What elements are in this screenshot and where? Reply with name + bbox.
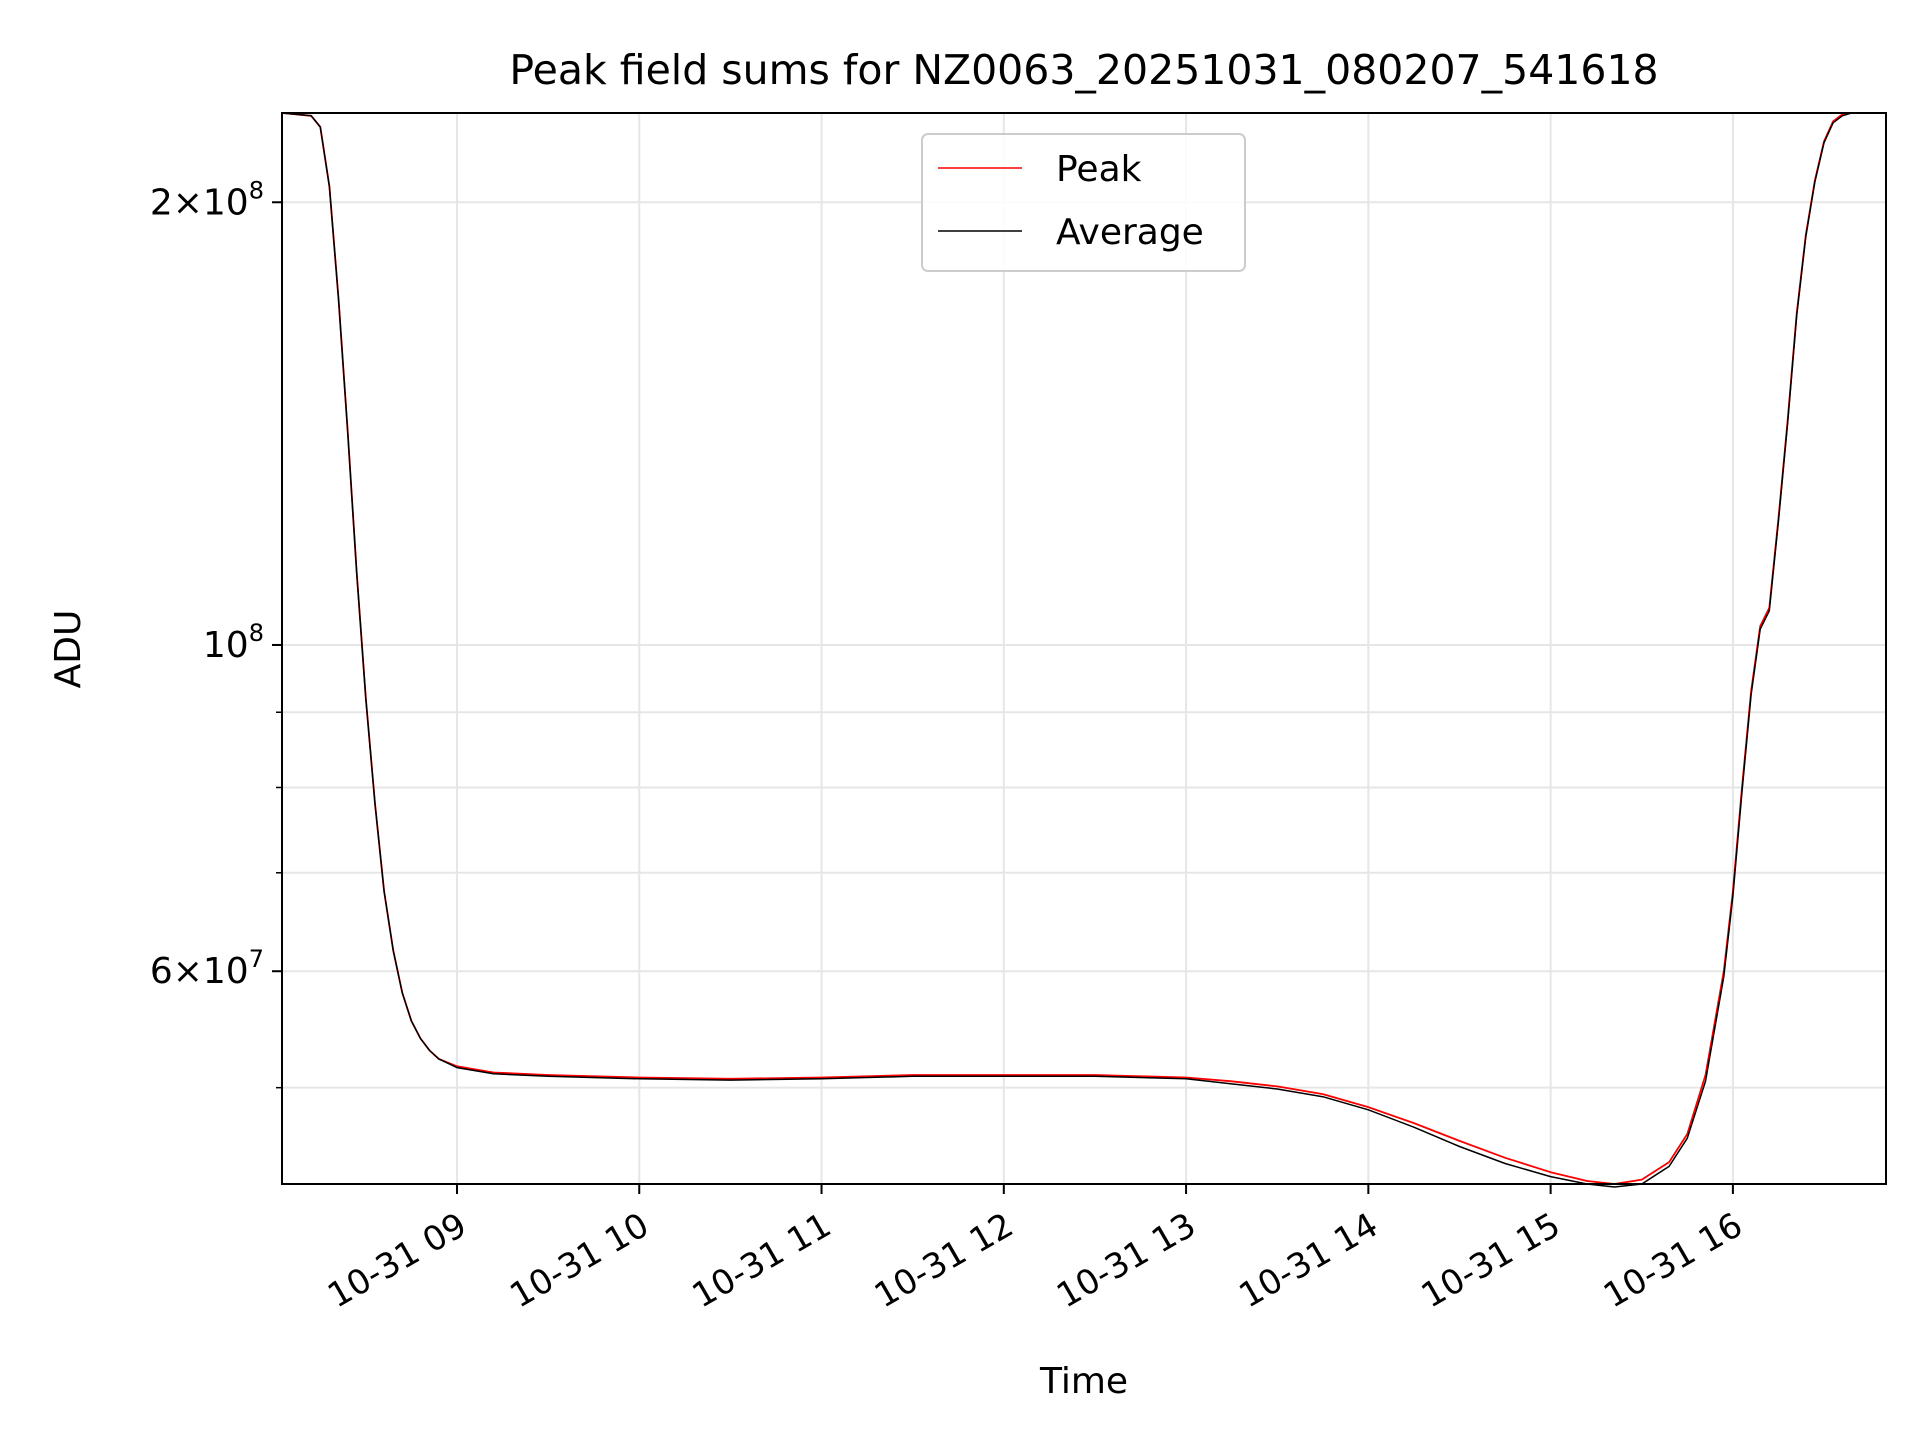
y-tick-label: 108 [203,619,264,666]
series-layer [281,112,1886,1188]
legend: Peak Average [921,133,1246,272]
legend-label-peak: Peak [1056,149,1142,190]
chart-title: Peak field sums for NZ0063_20251031_0802… [509,46,1658,94]
x-axis-label: Time [1039,1361,1128,1402]
y-tick-label: 2×108 [150,176,264,223]
legend-label-average: Average [1056,212,1204,253]
series-line-average [281,112,1886,1188]
y-axis-label: ADU [48,610,89,689]
y-tick-label: 6×107 [150,945,264,992]
axes-frame [281,112,1887,1185]
